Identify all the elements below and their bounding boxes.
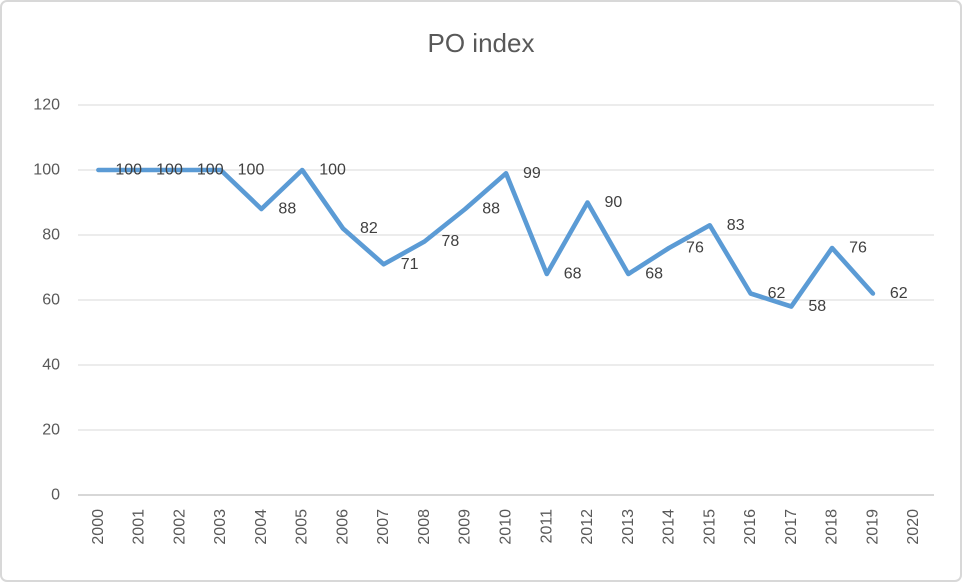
x-tick-label: 2012	[579, 509, 596, 545]
x-tick-label: 2008	[416, 509, 433, 545]
data-label: 68	[564, 266, 582, 283]
data-label: 62	[890, 285, 908, 302]
y-tick-label: 80	[42, 227, 60, 244]
data-label: 76	[849, 240, 867, 257]
x-tick-label: 2001	[131, 509, 148, 545]
x-tick-label: 2004	[253, 509, 270, 545]
data-label: 58	[808, 298, 826, 315]
data-label: 68	[645, 266, 663, 283]
y-tick-label: 20	[42, 422, 60, 439]
x-tick-label: 2000	[90, 509, 107, 545]
x-tick-label: 2019	[864, 509, 881, 545]
data-label: 88	[482, 201, 500, 218]
data-label: 100	[319, 162, 346, 179]
data-label: 99	[523, 165, 541, 182]
x-tick-label: 2007	[375, 509, 392, 545]
series-line	[96, 167, 876, 309]
y-tick-label: 120	[33, 97, 60, 114]
x-axis-labels: 2000 2001 2002 2003 2004 2005 2006 2007 2008 2009…	[90, 509, 922, 545]
data-label: 88	[278, 201, 296, 218]
x-tick-label: 2009	[457, 509, 474, 545]
x-tick-label: 2013	[620, 509, 637, 545]
x-tick-label: 2002	[171, 509, 188, 545]
data-label: 100	[156, 162, 183, 179]
x-tick-label: 2006	[334, 509, 351, 545]
data-label: 100	[115, 162, 142, 179]
data-label: 76	[686, 240, 704, 257]
x-tick-label: 2005	[294, 509, 311, 545]
data-label: 90	[605, 194, 623, 211]
x-tick-label: 2018	[824, 509, 841, 545]
data-labels: 100 100 100 100 88 100 82 71 78 88 99 68 90 68 76 83 62 5…	[115, 162, 907, 316]
y-tick-label: 60	[42, 292, 60, 309]
x-tick-label: 2016	[742, 509, 759, 545]
x-tick-label: 2020	[905, 509, 922, 545]
x-tick-label: 2015	[701, 509, 718, 545]
data-label: 83	[727, 217, 745, 234]
x-tick-label: 2010	[498, 509, 515, 545]
y-tick-label: 0	[51, 487, 60, 504]
x-tick-label: 2011	[538, 509, 555, 544]
data-label: 62	[768, 285, 786, 302]
y-tick-label: 100	[33, 162, 60, 179]
data-label: 71	[401, 256, 419, 273]
data-label: 100	[197, 162, 224, 179]
x-tick-label: 2014	[661, 509, 678, 545]
data-label: 100	[238, 162, 265, 179]
data-label: 82	[360, 220, 378, 237]
x-tick-label: 2017	[783, 509, 800, 545]
x-tick-label: 2003	[212, 509, 229, 545]
y-axis-labels: 0 20 40 60 80 100 120	[33, 97, 60, 504]
y-tick-label: 40	[42, 357, 60, 374]
data-label: 78	[441, 233, 459, 250]
